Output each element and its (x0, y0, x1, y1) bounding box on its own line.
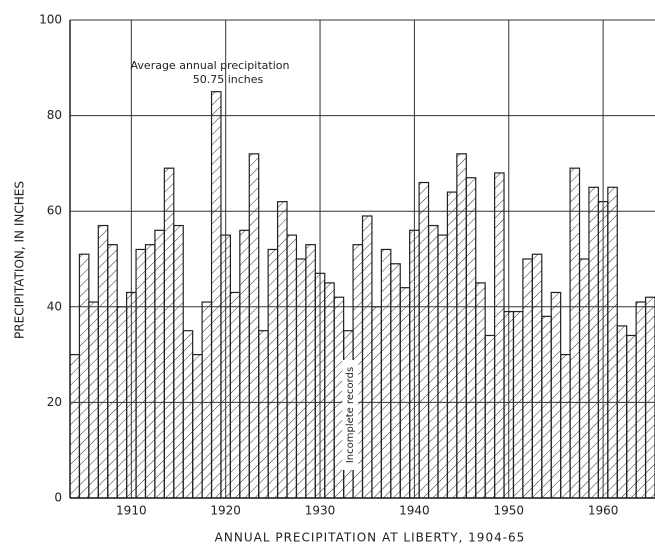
x-tick-label: 1930 (305, 504, 336, 518)
bar (97, 224, 109, 499)
x-tick-label: 1940 (399, 504, 430, 518)
bar (258, 330, 269, 499)
bar (626, 334, 637, 499)
bar (456, 153, 467, 499)
bar (465, 177, 477, 499)
bar (616, 325, 628, 499)
bar (163, 167, 175, 499)
bar (399, 287, 411, 499)
annotation: 50.75 inches (193, 73, 264, 86)
bar (418, 181, 430, 499)
x-tick-label: 1920 (210, 504, 241, 518)
bar (295, 258, 307, 499)
bar (333, 296, 345, 499)
y-tick-label: 100 (39, 13, 62, 27)
bar (427, 224, 439, 499)
bar (437, 234, 449, 499)
x-tick-label: 1950 (493, 504, 524, 518)
bar (390, 263, 401, 499)
plot-area (70, 91, 655, 499)
bar (78, 253, 90, 499)
y-tick-label: 40 (47, 299, 62, 313)
annotation-box (342, 360, 359, 470)
bar (484, 334, 496, 499)
bar (229, 291, 241, 499)
bar (493, 172, 505, 499)
bar (276, 201, 288, 499)
bar (522, 258, 533, 499)
annotation: Incomplete records (345, 367, 356, 463)
bar (380, 248, 392, 499)
bar (644, 296, 655, 499)
bar (531, 253, 543, 499)
annotation: Average annual precipitation (131, 59, 290, 72)
bar (475, 282, 486, 499)
y-tick-label: 80 (47, 108, 62, 122)
y-tick-label: 0 (54, 491, 62, 505)
bar (361, 215, 373, 499)
bar (192, 354, 203, 499)
bar (201, 301, 213, 499)
bar (286, 234, 298, 499)
bar (107, 244, 118, 499)
x-axis-label: ANNUAL PRECIPITATION AT LIBERTY, 1904-65 (215, 531, 526, 545)
bar (324, 282, 335, 499)
bar (267, 248, 279, 499)
bar (135, 248, 147, 499)
bar (239, 229, 250, 499)
y-tick-label: 20 (47, 395, 62, 409)
y-axis-label: PRECIPITATION, IN INCHES (13, 181, 27, 339)
x-tick-label: 1960 (588, 504, 619, 518)
x-tick-label: 1910 (116, 504, 147, 518)
y-tick-label: 60 (47, 204, 62, 218)
bar (173, 224, 184, 499)
bar (210, 91, 222, 499)
bar (512, 310, 524, 499)
bar (70, 354, 81, 499)
bar (305, 244, 316, 499)
bar (88, 301, 99, 499)
bar (154, 229, 165, 499)
bar (541, 315, 552, 499)
bar (182, 330, 194, 499)
bar (588, 186, 599, 499)
bar (550, 291, 562, 499)
bar (635, 301, 647, 499)
bar (578, 258, 590, 499)
bar (446, 191, 458, 499)
bar (569, 167, 581, 499)
bar (560, 354, 571, 499)
bar (248, 153, 260, 499)
bar (607, 186, 618, 499)
bar (144, 244, 156, 499)
